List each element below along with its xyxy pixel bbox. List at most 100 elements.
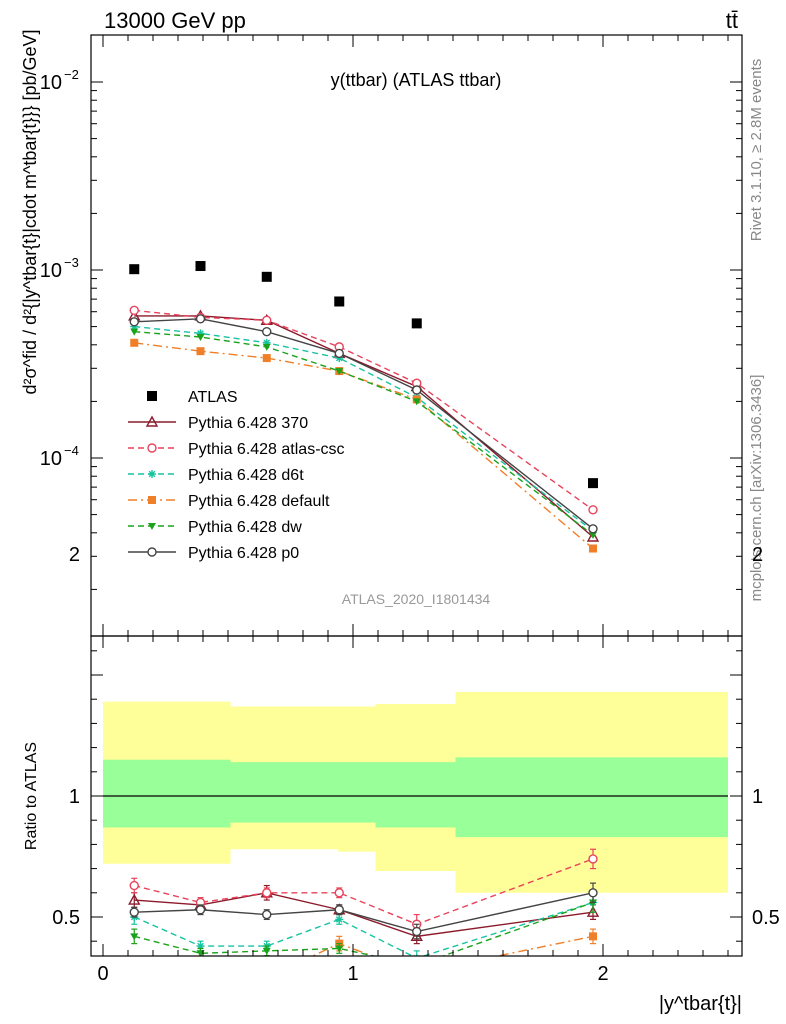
data-point [334, 348, 344, 359]
data-point [334, 296, 345, 307]
main-axis-ticks: 10−410−310−2 [40, 35, 742, 636]
data-point [588, 505, 598, 515]
legend-item-5: Pythia 6.428 dw [128, 519, 302, 536]
ratio-point [263, 974, 271, 982]
data-point [262, 315, 272, 326]
legend-marker [147, 391, 157, 401]
legend: ATLAS Pythia 6.428 370 Pythia 6.428 atlas-… [128, 389, 345, 562]
ratio-point [195, 905, 206, 915]
process-label: tt̄ [726, 8, 738, 33]
ratio-y-axis-label: Ratio to ATLAS [23, 742, 40, 850]
legend-label: Pythia 6.428 atlas-csc [188, 441, 345, 458]
data-point [129, 264, 140, 275]
data-point [412, 385, 422, 395]
ratio-panel: 0.5 0.5 1 1 2 2 0 1 2 Ratio to ATLAS |y^tbar{t}| [23, 544, 780, 1015]
data-point [195, 261, 206, 272]
series-5 [130, 328, 597, 539]
legend-marker [148, 470, 156, 478]
y-tick-label-exponent: −2 [64, 67, 79, 82]
ratio-y-tick-label-left: 0.5 [52, 907, 80, 929]
ratio-series-1 [129, 848, 598, 935]
series-line [134, 309, 594, 511]
ratio-series-line [311, 935, 594, 956]
data-point [195, 314, 206, 324]
ratio-point [334, 905, 344, 915]
series-line [134, 330, 594, 536]
legend-label: Pythia 6.428 default [188, 493, 330, 510]
ratio-point [130, 933, 139, 941]
ratio-y-tick-label-left: 2 [69, 544, 80, 566]
legend-label: Pythia 6.428 370 [188, 415, 308, 432]
main-plot-area [128, 261, 600, 553]
ratio-point [262, 888, 272, 898]
legend-marker [147, 443, 157, 453]
legend-label: Pythia 6.428 dw [188, 519, 302, 536]
main-panel: 10−410−310−2 y(ttbar) (ATLAS ttbar) ATLA… [20, 29, 743, 637]
legend-marker [147, 547, 157, 557]
data-point [130, 322, 139, 331]
watermark: ATLAS_2020_I1801434 [342, 591, 491, 607]
ratio-series-line [133, 901, 594, 956]
mcplots-label: mcplots.cern.ch [arXiv:1306.3436] [748, 375, 765, 602]
ratio-series-line [134, 858, 594, 926]
ratio-point [129, 880, 139, 891]
rivet-label: Rivet 3.1.10, ≥ 2.8M events [748, 59, 765, 242]
ratio-y-tick-label-left: 1 [69, 786, 80, 808]
data-point [196, 334, 205, 342]
ratio-point [413, 954, 421, 956]
main-y-axis-label: d²σ^fid / d²{|y^tbar{t}|cdot m^tbar{t}}}… [20, 29, 40, 394]
data-point [262, 354, 271, 363]
ratio-point [129, 907, 139, 917]
ratio-point [130, 974, 138, 982]
legend-item-4: Pythia 6.428 default [128, 493, 330, 510]
ratio-point [588, 888, 598, 898]
legend-label: Pythia 6.428 p0 [188, 545, 299, 562]
energy-label: 13000 GeV pp [104, 8, 246, 33]
data-point [335, 368, 344, 376]
legend-marker [148, 496, 156, 504]
ratio-point [589, 932, 597, 941]
data-point [262, 326, 272, 337]
ratio-series-3 [130, 928, 597, 982]
x-tick-label: 0 [97, 963, 108, 985]
data-point [130, 338, 139, 347]
uncertainty-band-inner [103, 759, 231, 828]
series-line [134, 325, 594, 532]
ratio-series-line [134, 892, 594, 938]
legend-item-1: Pythia 6.428 370 [128, 415, 308, 432]
uncertainty-band-inner [455, 757, 728, 838]
y-tick-label-exponent: −3 [64, 255, 79, 270]
ratio-point [196, 942, 205, 951]
series-0 [129, 261, 598, 489]
ratio-point [413, 962, 421, 969]
data-point [130, 328, 139, 336]
data-point [129, 305, 139, 316]
main-title: y(ttbar) (ATLAS ttbar) [331, 70, 502, 90]
ratio-plot-area [103, 691, 728, 982]
ratio-axis-ticks: 0.5 0.5 1 1 2 2 0 1 2 [52, 544, 780, 985]
series-6 [129, 314, 598, 534]
y-tick-label: 10 [40, 448, 62, 470]
legend-item-3: Pythia 6.428 d6t [128, 467, 304, 484]
legend-item-0: ATLAS [147, 389, 238, 406]
data-point [588, 478, 598, 489]
uncertainty-band-inner [230, 762, 338, 823]
data-point [589, 544, 597, 553]
y-tick-label: 10 [40, 260, 62, 282]
ratio-point [335, 915, 344, 924]
legend-item-2: Pythia 6.428 atlas-csc [128, 441, 345, 458]
uncertainty-band-inner [338, 762, 376, 823]
ratio-point [334, 888, 344, 898]
data-point [262, 338, 271, 347]
ratio-point [262, 947, 271, 955]
uncertainty-band-inner [375, 762, 456, 828]
legend-marker [148, 523, 156, 530]
data-point [411, 318, 422, 329]
ratio-point [197, 974, 205, 982]
x-tick-label: 2 [597, 963, 608, 985]
ratio-point [335, 945, 344, 953]
ratio-series-line [134, 901, 594, 956]
data-point [196, 329, 205, 338]
legend-label: ATLAS [188, 389, 238, 406]
